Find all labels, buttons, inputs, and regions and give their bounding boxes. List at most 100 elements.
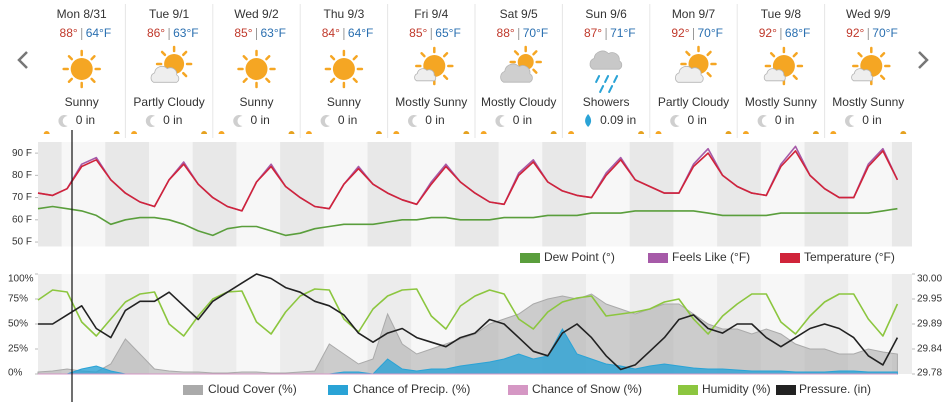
precip-amount: 0 in bbox=[251, 113, 270, 127]
legend-label: Pressure. (in) bbox=[799, 382, 871, 396]
sunrise-dot bbox=[305, 131, 312, 134]
daylight-band bbox=[411, 142, 455, 247]
precip-icon bbox=[495, 115, 505, 128]
sun-ray bbox=[329, 55, 336, 61]
day-date: Wed 9/2 bbox=[234, 7, 279, 21]
daylight-band bbox=[673, 142, 718, 247]
low-temp: 70°F bbox=[523, 26, 548, 40]
condition: Mostly Sunny bbox=[395, 95, 467, 109]
day-date: Mon 9/7 bbox=[672, 7, 716, 21]
precip-icon bbox=[757, 115, 767, 128]
y-tick-label: 100% bbox=[8, 274, 34, 285]
condition: Partly Cloudy bbox=[658, 95, 729, 109]
sun-ray bbox=[265, 77, 271, 83]
sun-ray bbox=[182, 71, 188, 78]
low-temp: 64°F bbox=[348, 26, 373, 40]
precip-icon bbox=[145, 115, 156, 128]
daylight-band bbox=[323, 142, 368, 247]
sun-ray bbox=[160, 50, 167, 57]
day-date: Wed 9/9 bbox=[846, 7, 891, 21]
y-tick-label: 0% bbox=[8, 368, 23, 379]
sun-ray bbox=[442, 52, 449, 58]
low-temp: 64°F bbox=[86, 26, 111, 40]
weather-icon bbox=[150, 45, 193, 83]
daylight-band bbox=[148, 274, 193, 374]
cloud-shape bbox=[675, 65, 704, 83]
sunrise-dot bbox=[131, 131, 138, 134]
precip-amount: 0 in bbox=[163, 113, 182, 127]
legend-swatch bbox=[183, 385, 203, 395]
sunrise-dot bbox=[393, 131, 400, 134]
high-temp: 88° bbox=[60, 26, 78, 40]
y-tick-label: 25% bbox=[8, 344, 28, 355]
sun-ray bbox=[857, 52, 863, 58]
sun-ray bbox=[879, 74, 886, 80]
legend-label: Chance of Snow (%) bbox=[532, 382, 642, 396]
day-date: Thu 9/3 bbox=[324, 7, 365, 21]
low-temp: 63°F bbox=[261, 26, 286, 40]
line-series bbox=[37, 288, 899, 337]
weather-icon bbox=[589, 50, 623, 93]
weather-icon bbox=[62, 49, 101, 89]
high-temp: 92° bbox=[846, 26, 864, 40]
sun-ray bbox=[67, 77, 74, 83]
low-temp: 71°F bbox=[610, 26, 635, 40]
sunset-dot bbox=[550, 131, 557, 134]
cloud-shape bbox=[414, 68, 437, 82]
next-arrow[interactable] bbox=[918, 51, 929, 69]
sun-ray bbox=[706, 50, 712, 57]
line-series bbox=[37, 150, 899, 212]
condition: Mostly Sunny bbox=[745, 95, 817, 109]
sun-ray bbox=[182, 50, 188, 57]
precip-icon bbox=[320, 115, 330, 128]
condition: Showers bbox=[583, 95, 630, 109]
sun-ray bbox=[352, 55, 358, 61]
sunset-dot bbox=[201, 131, 208, 134]
legend-label: Dew Point (°) bbox=[544, 250, 615, 264]
day-date: Tue 9/8 bbox=[761, 7, 802, 21]
sunrise-dot bbox=[218, 131, 225, 134]
rain-drop bbox=[595, 75, 601, 83]
cloud-shape bbox=[851, 68, 874, 82]
sun-ray bbox=[420, 52, 426, 58]
legend-label: Humidity (%) bbox=[702, 382, 771, 396]
low-temp: 63°F bbox=[173, 26, 198, 40]
precip-amount: 0 in bbox=[513, 113, 532, 127]
sun-ray bbox=[769, 52, 776, 58]
y2-tick-label: 29.95 bbox=[917, 294, 942, 305]
sun bbox=[70, 58, 93, 80]
legend-label: Chance of Precip. (%) bbox=[353, 382, 470, 396]
legend-swatch bbox=[508, 385, 528, 395]
legend-swatch bbox=[776, 385, 796, 395]
sun-ray bbox=[532, 50, 538, 56]
condition: Mostly Sunny bbox=[832, 95, 904, 109]
sun-ray bbox=[685, 50, 691, 57]
daylight-band bbox=[148, 142, 193, 247]
daylight-band bbox=[61, 142, 106, 247]
legend-label: Temperature (°F) bbox=[804, 250, 895, 264]
sun-ray bbox=[792, 52, 798, 58]
line-series bbox=[37, 205, 898, 237]
sun bbox=[245, 58, 268, 80]
cloud-shape bbox=[150, 65, 180, 83]
prev-arrow[interactable] bbox=[17, 51, 28, 69]
daylight-band bbox=[236, 142, 281, 247]
precip-amount: 0.09 in bbox=[600, 113, 636, 127]
sunrise-dot bbox=[742, 131, 749, 134]
sun-ray bbox=[265, 55, 271, 61]
y-tick-label: 50% bbox=[8, 319, 28, 330]
weather-icon bbox=[675, 45, 717, 83]
day-date: Sat 9/5 bbox=[500, 7, 538, 21]
low-temp: 68°F bbox=[785, 26, 810, 40]
sunrise-dot bbox=[480, 131, 487, 134]
precip-icon bbox=[585, 114, 592, 127]
high-temp: 92° bbox=[671, 26, 689, 40]
cloud bbox=[500, 63, 533, 83]
sun-ray bbox=[90, 55, 96, 61]
sun-ray bbox=[513, 50, 520, 56]
y-tick-label: 60 F bbox=[12, 214, 32, 225]
y2-tick-label: 30.00 bbox=[917, 274, 942, 285]
rain-drop bbox=[613, 75, 619, 83]
daylight-band bbox=[760, 142, 805, 247]
